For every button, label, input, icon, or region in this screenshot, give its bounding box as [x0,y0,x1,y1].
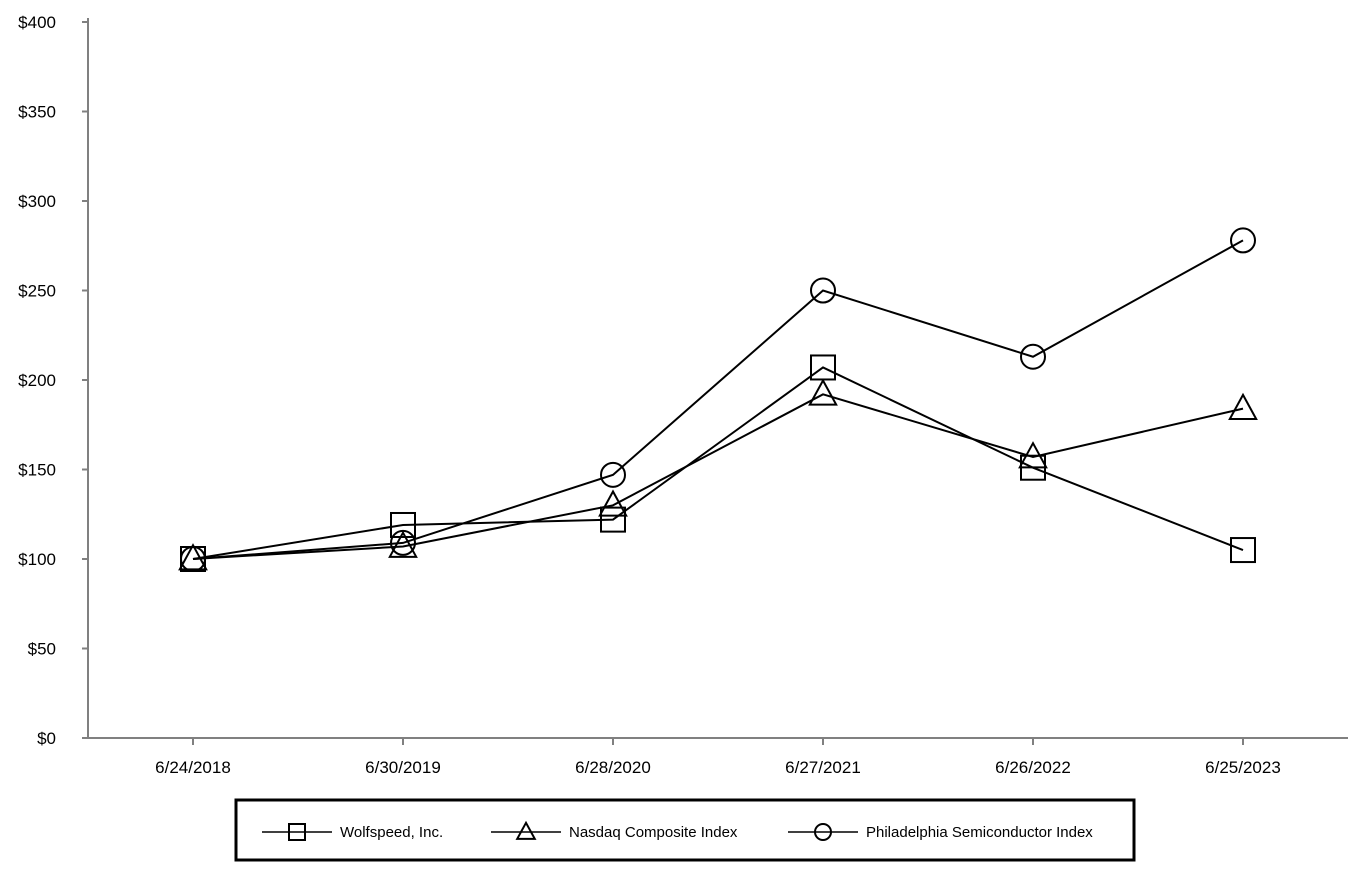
data-point-circle [180,546,206,572]
y-tick-label: $100 [18,550,56,569]
data-point-square [1230,537,1256,564]
x-tick-label: 6/25/2023 [1205,758,1281,777]
series-triangle [178,378,1258,571]
data-point-triangle [388,530,418,558]
data-point-circle [390,529,416,556]
legend-box [234,798,1136,862]
series-line [192,239,1244,560]
series-square [180,354,1256,572]
y-tick-label: $50 [28,640,56,659]
legend-item: Nasdaq Composite Index [491,820,738,841]
data-point-circle [1020,343,1046,370]
legend: Wolfspeed, Inc. Nasdaq Composite Index Phi… [234,798,1136,862]
x-tick-label: 6/26/2022 [995,758,1071,777]
legend-marker-circle [814,823,832,841]
x-tick-label: 6/27/2021 [785,758,861,777]
x-axis: 6/24/2018 6/30/2019 6/28/2020 6/27/2021 6/26… [88,737,1348,777]
y-tick-label: $300 [18,192,56,211]
series-circle [180,227,1256,572]
y-tick-label: $350 [18,103,56,122]
y-axis: $0 $50 $100 $150 $200 $250 $300 $350 $400 [18,13,89,748]
x-tick-label: 6/30/2019 [365,758,441,777]
data-point-triangle [1228,392,1258,420]
data-point-square [600,506,626,533]
y-tick-label: $0 [37,729,56,748]
legend-label: Nasdaq Composite Index [569,824,738,841]
x-tick-label: 6/28/2020 [575,758,651,777]
legend-marker-triangle [515,820,537,840]
series-line [192,393,1244,560]
data-point-circle [810,277,836,304]
x-tick-label: 6/24/2018 [155,758,231,777]
series-layer [178,227,1258,572]
data-point-triangle [808,378,838,406]
data-point-circle [600,461,626,488]
data-point-triangle [178,543,208,571]
y-tick-label: $150 [18,461,56,480]
legend-item: Philadelphia Semiconductor Index [788,823,1093,841]
y-tick-label: $400 [18,13,56,32]
legend-item: Wolfspeed, Inc. [262,823,443,841]
series-line [192,366,1244,560]
legend-marker-square [288,823,306,841]
data-point-square [390,511,416,538]
legend-label: Philadelphia Semiconductor Index [866,824,1093,841]
data-point-triangle [1018,441,1048,469]
data-point-triangle [598,489,628,517]
data-point-circle [1230,227,1256,254]
y-tick-label: $250 [18,282,56,301]
legend-label: Wolfspeed, Inc. [340,824,443,841]
y-tick-label: $200 [18,371,56,390]
